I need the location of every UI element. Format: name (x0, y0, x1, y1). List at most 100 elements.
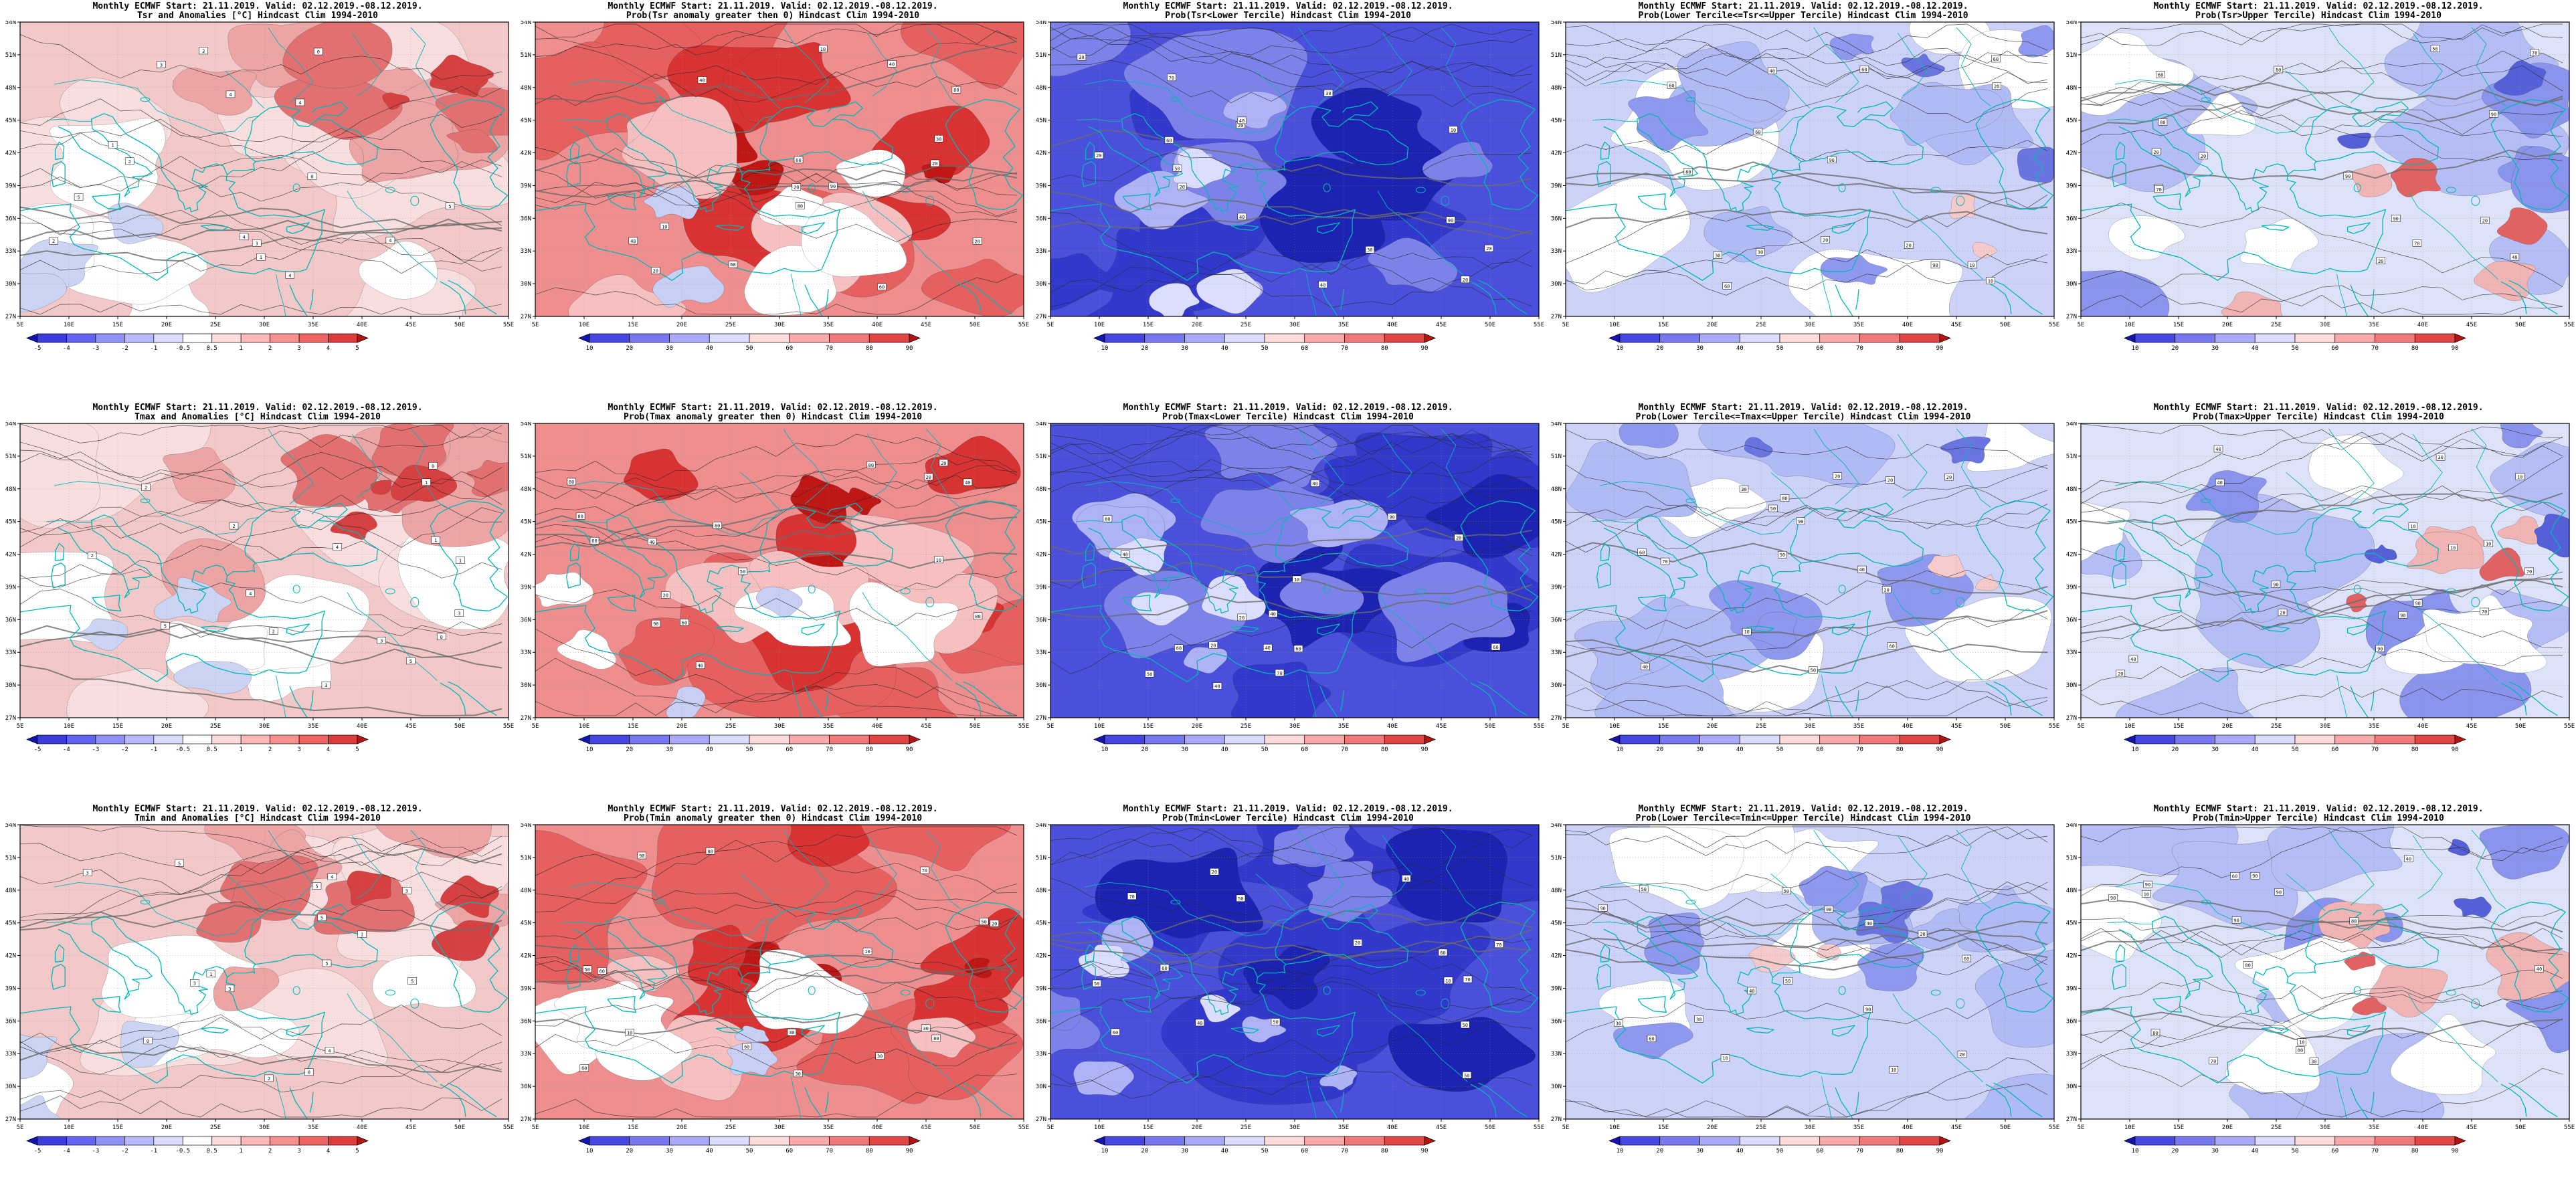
svg-text:0: 0 (317, 49, 320, 55)
svg-text:0: 0 (310, 175, 313, 180)
station-value-markers: 10 20 40 60 60 30 90 80 20 20 40 80 20 40 60 10 (628, 45, 982, 290)
colorbar-tick-label: 80 (1381, 1148, 1388, 1155)
svg-text:60: 60 (1295, 647, 1301, 652)
svg-text:40: 40 (1867, 921, 1872, 926)
y-tick-label: 51N (2066, 855, 2077, 862)
panel-title-line1: Monthly ECMWF Start: 21.11.2019. Valid: … (2153, 403, 2484, 413)
svg-text:60: 60 (2232, 874, 2237, 879)
x-tick-label: 20E (1707, 322, 1718, 328)
y-tick-label: 51N (2066, 454, 2077, 460)
x-axis: 5E 10E 15E 20E 25E 30E 35E 40E 45E 50E 55E (532, 1119, 1029, 1131)
colorbar-tick-label: 40 (706, 345, 713, 352)
y-tick-label: 45N (2066, 118, 2077, 124)
y-tick-label: 45N (1551, 519, 1562, 526)
y-tick-label: 36N (1036, 617, 1046, 623)
colorbar-tick-label: 50 (2292, 1148, 2299, 1155)
colorbar-probability: 10 20 30 40 50 60 70 80 90 (1093, 1136, 1436, 1155)
svg-text:40: 40 (2217, 480, 2222, 486)
y-tick-label: 27N (1551, 715, 1562, 722)
svg-text:20: 20 (1823, 237, 1828, 243)
colorbar-tick-label: 60 (2331, 746, 2338, 753)
map-canvas: 50 80 10 80 70 50 20 30 30 90 30 60 30 60 10 60 (535, 824, 1024, 1120)
y-tick-label: 42N (2066, 953, 2077, 960)
y-tick-label: 27N (1551, 314, 1562, 320)
svg-text:90: 90 (1829, 158, 1834, 163)
y-tick-label: 48N (5, 888, 16, 894)
x-tick-label: 35E (308, 322, 318, 328)
y-tick-label: 39N (521, 584, 531, 591)
svg-text:50: 50 (1780, 553, 1785, 558)
y-axis: 54N 51N 48N 45N 42N 39N 36N 33N 30N 27N (5, 21, 20, 320)
svg-text:60: 60 (1649, 1037, 1654, 1042)
station-value-markers: 10 90 20 40 20 90 90 30 70 10 10 90 40 40 10 70 (2116, 445, 2534, 678)
svg-text:90: 90 (639, 854, 644, 859)
x-axis: 5E 10E 15E 20E 25E 30E 35E 40E 45E 50E 55E (2078, 316, 2575, 328)
colorbar-tick-label: 40 (706, 746, 713, 753)
colorbar-tick-label: 70 (2371, 1148, 2379, 1155)
coastline-rivers (20, 27, 508, 316)
x-tick-label: 25E (725, 322, 736, 328)
y-tick-label: 42N (1551, 150, 1562, 157)
svg-text:20: 20 (2201, 154, 2206, 159)
svg-text:20: 20 (992, 922, 997, 927)
y-tick-label: 30N (1551, 682, 1562, 689)
y-tick-label: 48N (2066, 888, 2077, 894)
panel-title-line2: Tmax and Anomalies [°C] Hindcast Clim 19… (134, 412, 381, 422)
svg-text:90: 90 (2491, 112, 2496, 117)
svg-text:20: 20 (1486, 246, 1491, 252)
x-tick-label: 45E (1951, 1124, 1962, 1131)
x-tick-label: 10E (2124, 322, 2135, 328)
y-tick-label: 30N (1551, 1084, 1562, 1090)
x-tick-label: 5E (2078, 1124, 2085, 1131)
y-tick-label: 30N (5, 682, 16, 689)
colorbar-tick-label: 30 (2211, 1148, 2219, 1155)
svg-text:90: 90 (2377, 647, 2383, 652)
y-tick-label: 33N (1036, 1051, 1046, 1058)
svg-text:60: 60 (1440, 950, 1445, 956)
svg-text:1: 1 (209, 972, 212, 977)
x-tick-label: 40E (1387, 322, 1398, 328)
svg-text:70: 70 (2156, 187, 2161, 193)
x-tick-label: 25E (1756, 1124, 1766, 1131)
x-tick-label: 5E (532, 1124, 539, 1131)
svg-text:60: 60 (1113, 1030, 1118, 1035)
y-tick-label: 54N (1036, 21, 1046, 26)
svg-text:3: 3 (193, 981, 196, 986)
colorbar-tick-label: 40 (706, 1148, 713, 1155)
map-canvas: 30 50 60 20 10 90 40 90 60 50 30 10 50 40 90 20 (1565, 824, 2055, 1120)
x-tick-label: 35E (308, 1124, 318, 1131)
colorbar-tick-label: -4 (63, 746, 70, 753)
y-tick-label: 42N (2066, 552, 2077, 559)
svg-text:40: 40 (1270, 612, 1275, 617)
colorbar-tick-label: 50 (1261, 345, 1269, 352)
y-tick-label: 54N (5, 422, 16, 427)
panel-title-line1: Monthly ECMWF Start: 21.11.2019. Valid: … (2153, 804, 2484, 814)
y-axis: 54N 51N 48N 45N 42N 39N 36N 33N 30N 27N (2066, 422, 2081, 722)
station-value-markers: 90 80 90 80 60 40 80 80 90 90 10 10 30 40 70 90 (2108, 855, 2544, 1065)
x-tick-label: 50E (2515, 322, 2526, 328)
y-axis: 54N 51N 48N 45N 42N 39N 36N 33N 30N 27N (1036, 21, 1050, 320)
graticule (535, 423, 1024, 718)
colorbar-tick-label: 20 (1656, 746, 1663, 753)
y-tick-label: 54N (2066, 422, 2077, 427)
colorbar-tick-label: 30 (666, 345, 673, 352)
colorbar-tick-label: 20 (626, 345, 633, 352)
graticule (20, 22, 509, 316)
x-tick-label: 5E (532, 723, 539, 730)
panel-title-line1: Monthly ECMWF Start: 21.11.2019. Valid: … (608, 804, 938, 814)
y-tick-label: 54N (1551, 823, 1562, 829)
svg-text:80: 80 (707, 849, 713, 854)
x-tick-label: 45E (2466, 1124, 2477, 1131)
colorbar-tick-label: -0.5 (175, 1148, 190, 1155)
svg-text:20: 20 (2153, 150, 2158, 155)
colorbar-tick-label: -3 (92, 1148, 99, 1155)
x-tick-label: 55E (2564, 723, 2575, 730)
colorbar-tick-label: -4 (63, 345, 70, 352)
colorbar-probability: 10 20 30 40 50 60 70 80 90 (578, 1136, 921, 1155)
forecast-panel-r3c1: Monthly ECMWF Start: 21.11.2019. Valid: … (0, 803, 515, 1204)
colorbar-tick-label: 5 (355, 345, 359, 352)
y-tick-label: 36N (5, 215, 16, 222)
colorbar-tick-label: -2 (121, 345, 128, 352)
svg-text:40: 40 (1749, 989, 1754, 994)
svg-text:3: 3 (86, 871, 89, 876)
